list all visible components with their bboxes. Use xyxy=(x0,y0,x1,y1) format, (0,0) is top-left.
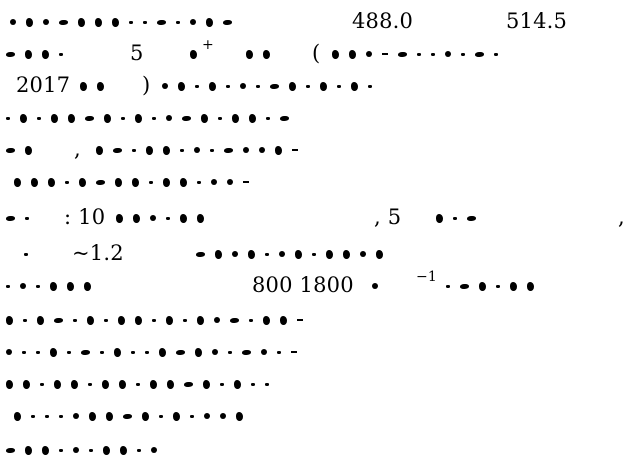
value-10: : 10 xyxy=(64,205,106,229)
obscured-text xyxy=(6,340,297,364)
text-line-2: 5 + ( xyxy=(6,37,626,70)
text-line-10 xyxy=(6,306,626,336)
value-5b: , 5 xyxy=(374,205,402,229)
exponent-minus-one: −1 xyxy=(416,269,438,285)
approx-1-2: ~1.2 xyxy=(72,241,124,265)
text-line-11 xyxy=(6,338,626,368)
text-line-12 xyxy=(6,370,626,400)
obscured-text xyxy=(14,170,249,194)
value-5: 5 xyxy=(130,41,144,65)
comma: , xyxy=(74,137,81,161)
text-line-4 xyxy=(6,104,626,134)
year-2017: 2017 xyxy=(16,73,71,97)
text-line-1: 488.0 514.5 xyxy=(6,8,626,38)
plus-sign: + xyxy=(202,37,214,53)
text-line-5: , xyxy=(6,136,626,166)
obscured-text xyxy=(6,308,303,332)
obscured-text xyxy=(6,106,289,130)
value-488: 488.0 xyxy=(352,9,414,33)
obscured-text xyxy=(446,274,534,298)
obscured-text xyxy=(196,242,383,266)
text-line-3: 2017 ) xyxy=(6,72,626,102)
text-line-13 xyxy=(6,402,626,432)
value-514: 514.5 xyxy=(506,9,568,33)
obscured-text xyxy=(6,372,269,396)
obscured-text xyxy=(10,10,232,34)
text-line-8: ~1.2 xyxy=(6,240,626,270)
text-line-6 xyxy=(6,168,626,198)
text-line-7: : 10 , 5 , xyxy=(6,204,626,234)
obscured-text xyxy=(6,438,157,462)
comma-end: , xyxy=(618,205,625,229)
obscured-text xyxy=(96,138,298,162)
text-line-9: 800 1800 −1 xyxy=(6,269,626,302)
obscured-text xyxy=(6,42,63,66)
open-paren: ( xyxy=(312,41,321,65)
close-paren: ) xyxy=(142,73,151,97)
text-line-14 xyxy=(6,436,626,466)
obscured-text xyxy=(332,42,498,66)
obscured-text xyxy=(14,404,243,428)
obscured-text xyxy=(162,74,372,98)
values-800-1800: 800 1800 xyxy=(252,273,354,297)
